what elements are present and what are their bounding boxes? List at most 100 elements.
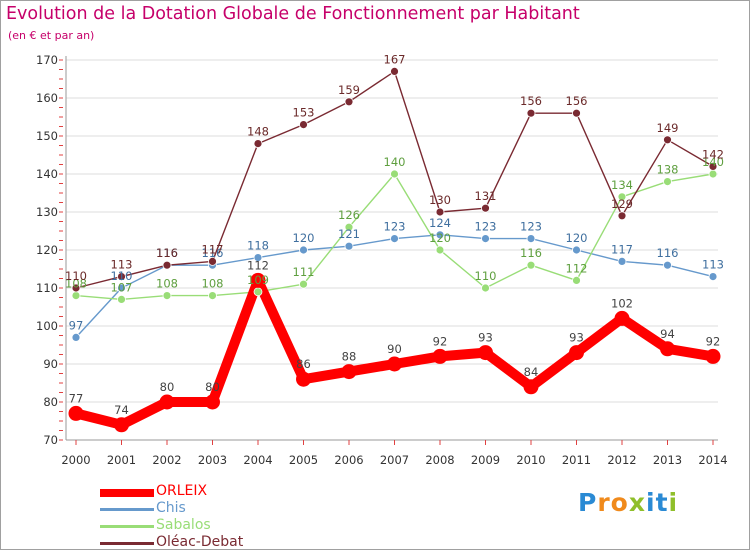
point-orleix-2014 (705, 348, 721, 364)
point-orleix-2012 (614, 310, 630, 326)
point-sabalos-2014 (708, 169, 718, 179)
legend-swatch-orleix (100, 488, 154, 497)
point-orleix-2011 (569, 345, 584, 361)
logo-letter: x (628, 488, 646, 517)
point-chis-2011 (572, 245, 581, 255)
point-chis-2009 (481, 234, 490, 244)
point-sabalos-2010 (526, 260, 536, 270)
y-tick-label-120: 120 (36, 243, 58, 257)
point-orleix-2002 (159, 394, 175, 410)
data-points (68, 67, 721, 433)
label-orleix-2012: 102 (611, 296, 633, 310)
label-chis-2005: 120 (293, 231, 315, 245)
legend-swatch-chis (100, 508, 154, 511)
x-tick-label-2002: 2002 (152, 453, 181, 467)
logo-letter: P (578, 488, 598, 517)
point-orleix-2007 (387, 356, 402, 372)
x-tick-label-2013: 2013 (653, 453, 682, 467)
label-oleac-debat-2010: 156 (520, 94, 542, 108)
y-tick-label-70: 70 (43, 433, 58, 447)
x-tick-label-2000: 2000 (61, 453, 90, 467)
label-oleac-debat-2001: 113 (111, 258, 133, 272)
x-tick-label-2001: 2001 (107, 453, 136, 467)
label-oleac-debat-2013: 149 (657, 121, 679, 135)
logo-letter: i (646, 488, 656, 517)
label-oleac-debat-2006: 159 (338, 83, 360, 97)
label-chis-2003: 116 (202, 246, 224, 260)
point-sabalos-2008 (435, 245, 445, 255)
point-sabalos-2006 (344, 222, 354, 232)
x-tick-label-2007: 2007 (380, 453, 409, 467)
label-orleix-2014: 92 (706, 334, 721, 348)
point-oleac-debat-2000 (71, 283, 81, 293)
legend-swatch-sabalos (100, 525, 154, 528)
point-chis-2014 (708, 272, 718, 282)
x-tick-label-2003: 2003 (198, 453, 227, 467)
label-sabalos-2001: 107 (111, 280, 133, 294)
label-orleix-2007: 90 (387, 342, 402, 356)
point-oleac-debat-2007 (390, 67, 399, 76)
y-tick-label-170: 170 (36, 53, 58, 67)
point-oleac-debat-2005 (299, 120, 308, 129)
label-orleix-2001: 74 (114, 403, 129, 417)
label-sabalos-2010: 116 (520, 246, 542, 260)
point-sabalos-2001 (117, 294, 126, 304)
label-oleac-debat-2005: 153 (293, 106, 315, 120)
point-sabalos-2000 (71, 291, 81, 301)
point-sabalos-2003 (208, 291, 217, 301)
point-sabalos-2013 (663, 177, 672, 187)
chart-title: Evolution de la Dotation Globale de Fonc… (6, 4, 580, 24)
point-oleac-debat-2009 (481, 203, 490, 213)
chart-subtitle: (en € et par an) (8, 29, 95, 42)
point-sabalos-2007 (390, 169, 399, 179)
label-chis-2000: 97 (69, 318, 84, 332)
label-chis-2009: 123 (475, 220, 497, 234)
point-chis-2008 (435, 230, 445, 240)
label-oleac-debat-2011: 156 (566, 94, 588, 108)
label-oleac-debat-2002: 116 (156, 246, 178, 260)
x-tick-label-2008: 2008 (425, 453, 454, 467)
label-orleix-2011: 93 (569, 331, 584, 345)
label-chis-2002: 116 (156, 246, 178, 260)
y-tick-label-140: 140 (36, 167, 58, 181)
point-orleix-2013 (660, 341, 675, 357)
point-chis-2005 (299, 245, 308, 255)
point-sabalos-2011 (572, 275, 581, 285)
point-chis-2004 (253, 253, 263, 263)
label-orleix-2000: 77 (69, 391, 84, 405)
label-chis-2012: 117 (611, 242, 633, 256)
point-oleac-debat-2011 (572, 108, 581, 118)
label-chis-2006: 121 (338, 227, 360, 241)
label-chis-2013: 116 (657, 246, 679, 260)
label-sabalos-2011: 112 (566, 261, 588, 275)
legend-label-orleix: ORLEIX (156, 483, 208, 499)
label-sabalos-2002: 108 (156, 277, 178, 291)
y-tick-label-150: 150 (36, 129, 58, 143)
x-tick-label-2005: 2005 (289, 453, 318, 467)
logo-letter: t (655, 488, 669, 517)
point-chis-2013 (663, 260, 672, 270)
point-oleac-debat-2008 (435, 207, 445, 217)
label-oleac-debat-2014: 142 (702, 147, 724, 161)
x-tick-label-2011: 2011 (562, 453, 591, 467)
label-chis-2008: 124 (429, 216, 451, 230)
point-orleix-2006 (341, 364, 357, 380)
label-chis-2014: 113 (702, 258, 724, 272)
label-oleac-debat-2004: 148 (247, 125, 269, 139)
point-oleac-debat-2010 (526, 108, 536, 118)
x-tick-label-2010: 2010 (516, 453, 545, 467)
label-sabalos-2008: 120 (429, 231, 451, 245)
y-tick-label-80: 80 (43, 395, 58, 409)
label-orleix-2013: 94 (660, 327, 675, 341)
label-oleac-debat-2003: 117 (202, 242, 224, 256)
label-orleix-2010: 84 (524, 365, 539, 379)
point-orleix-2000 (68, 405, 84, 421)
label-chis-2001: 110 (111, 269, 133, 283)
point-oleac-debat-2012 (617, 211, 627, 221)
point-sabalos-2004 (253, 287, 263, 297)
x-tick-label-2009: 2009 (471, 453, 500, 467)
point-orleix-2001 (114, 417, 129, 433)
point-oleac-debat-2001 (117, 272, 126, 282)
legend-swatch-oleac-debat (100, 542, 154, 545)
x-tick-label-2014: 2014 (698, 453, 727, 467)
